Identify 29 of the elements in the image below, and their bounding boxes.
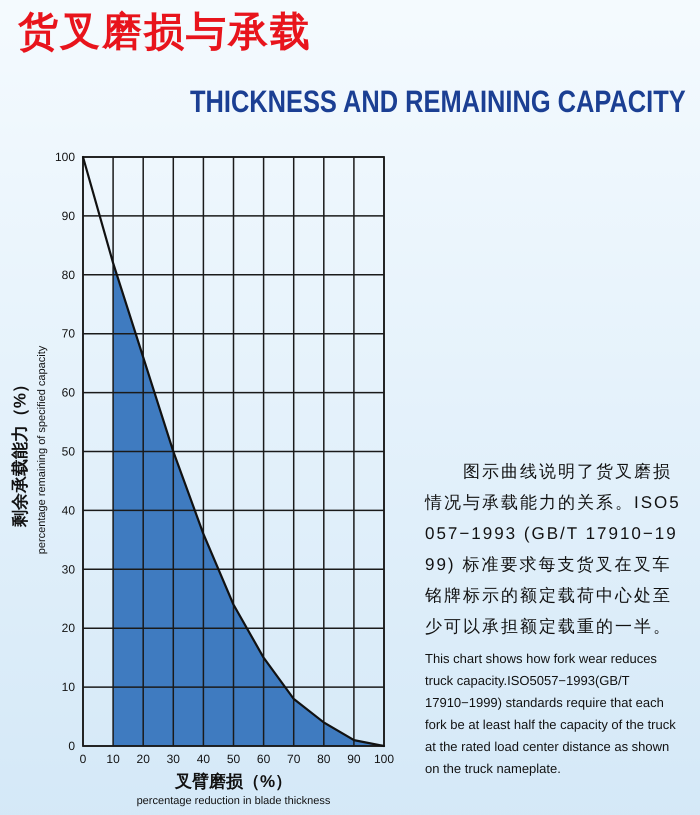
y-tick-label: 100 — [54, 150, 76, 164]
x-tick-label: 100 — [374, 752, 394, 766]
y-tick-label: 50 — [62, 444, 76, 458]
line-series — [82, 156, 386, 748]
x-tick-label: 90 — [347, 752, 361, 766]
y-tick-label: 10 — [62, 680, 76, 694]
text: This chart shows how fork wear reduces truck capacity.ISO5057−1993(GB/T 17910−1999) standards require that each fork be at least half the capacity of the truck at the rated load center distance as shown on the truck nameplate. — [425, 650, 677, 778]
x-tick-label: 40 — [196, 752, 210, 766]
y-tick-label: 30 — [62, 562, 76, 576]
y-tick-label: 20 — [62, 621, 76, 636]
y-tick-label: 70 — [62, 326, 76, 341]
y-tick-label: 0 — [68, 739, 76, 753]
y-tick-label: 80 — [62, 268, 76, 282]
x-tick-label: 50 — [226, 752, 240, 766]
x-tick-label: 30 — [166, 752, 180, 766]
text: 图示曲线说明了货叉磨损情况与承载能力的关系。ISO5057−1993 (GB/T 17910−1999) 标准要求每支货叉在叉车铭牌标示的额定载荷中心处至少可以承担额定载重的一半。 — [425, 461, 681, 638]
x-tick-label: 0 — [80, 752, 87, 766]
chart-subtitle: THICKNESS AND REMAINING CAPACITY — [190, 84, 686, 120]
x-tick-label: 70 — [287, 752, 301, 766]
x-tick-label: 80 — [317, 752, 331, 766]
x-tick-label: 60 — [256, 752, 271, 766]
x-tick-label: 10 — [106, 752, 120, 766]
y-tick-label: 40 — [62, 503, 76, 518]
y-tick-label: 90 — [62, 208, 76, 223]
y-axis-title: 剩余承载能力（%） percentage remaining of specified capacity — [10, 344, 48, 556]
x-tick-label: 20 — [136, 752, 150, 766]
chart-title: 货叉磨损与承载 — [18, 7, 312, 57]
y-tick-label: 60 — [62, 386, 76, 400]
x-axis-title: 叉臂磨损（%） percentage reduction in blade thickness — [136, 771, 332, 807]
